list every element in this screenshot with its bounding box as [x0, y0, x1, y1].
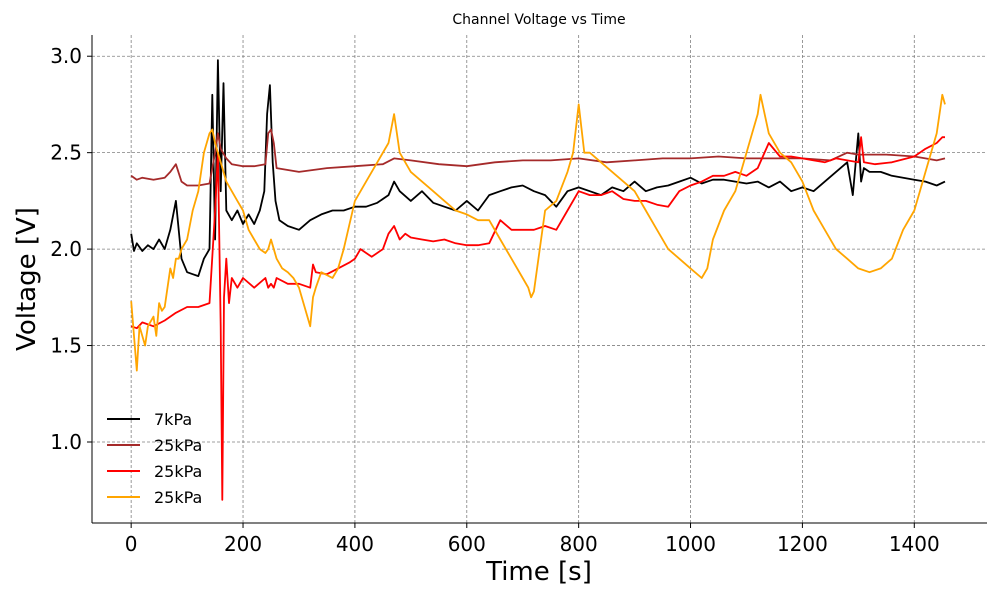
x-tick-label: 400 [336, 532, 374, 556]
series-layer [130, 59, 946, 501]
x-tick-label: 200 [224, 532, 262, 556]
x-tick-label: 0 [125, 532, 138, 556]
x-axis-label: Time [s] [485, 557, 592, 587]
series-line-3 [130, 136, 945, 501]
y-axis-ticks: 1.0 1.5 2.0 2.5 3.0 [50, 44, 92, 454]
y-axis-label: Voltage [V] [12, 207, 42, 351]
series-line-4 [130, 93, 946, 372]
x-tick-label: 1400 [889, 532, 940, 556]
grid [92, 35, 987, 523]
legend-label: 25kPa [154, 462, 202, 481]
y-tick-label: 1.5 [50, 334, 82, 358]
x-tick-label: 1000 [665, 532, 716, 556]
x-axis-ticks: 0 200 400 600 800 1000 1200 1400 [125, 523, 940, 556]
legend-label: 7kPa [154, 410, 192, 429]
x-tick-label: 1200 [777, 532, 828, 556]
y-tick-label: 3.0 [50, 44, 82, 68]
x-tick-label: 600 [448, 532, 486, 556]
y-tick-label: 2.5 [50, 141, 82, 165]
legend-label: 25kPa [154, 436, 202, 455]
y-tick-label: 1.0 [50, 430, 82, 454]
series-line-2 [130, 128, 946, 187]
series-line-1 [130, 59, 946, 278]
x-tick-label: 800 [560, 532, 598, 556]
legend: 7kPa 25kPa 25kPa 25kPa [107, 410, 202, 507]
legend-label: 25kPa [154, 488, 202, 507]
y-tick-label: 2.0 [50, 237, 82, 261]
chart-title: Channel Voltage vs Time [452, 12, 625, 28]
